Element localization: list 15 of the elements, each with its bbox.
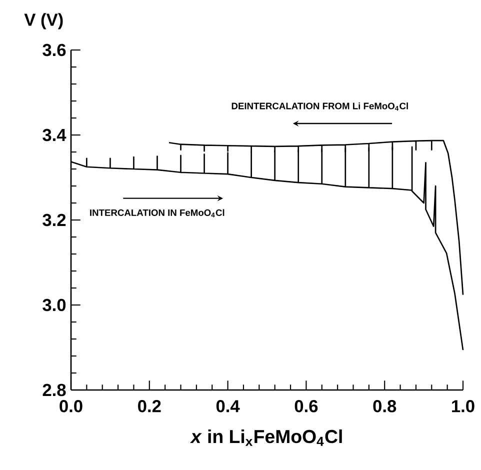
annotation: DEINTERCALATION FROM Li FeMoO$_{4}$Cl bbox=[232, 102, 408, 111]
annotation: INTERCALATION IN FeMoO$_{4}$Cl bbox=[90, 209, 224, 218]
y-tick-label: 2.8 bbox=[42, 384, 66, 396]
x-tick-label: 0.2 bbox=[138, 400, 161, 412]
y-axis-title: V (V) bbox=[24, 13, 63, 30]
y-tick-label: 3.2 bbox=[42, 214, 66, 226]
y-tick-label: 3.6 bbox=[42, 44, 66, 56]
x-axis-title: x in Li$_{x}$FeMoO$_{4}$Cl bbox=[190, 429, 342, 446]
x-tick-label: 1.0 bbox=[452, 400, 474, 412]
x-tick-label: 0.0 bbox=[60, 400, 82, 412]
x-tick-label: 0.8 bbox=[373, 400, 396, 412]
x-tick-label: 0.4 bbox=[216, 400, 240, 412]
y-tick-label: 3.0 bbox=[42, 298, 66, 312]
x-tick-label: 0.6 bbox=[294, 400, 318, 412]
y-tick-label: 3.4 bbox=[42, 128, 66, 142]
